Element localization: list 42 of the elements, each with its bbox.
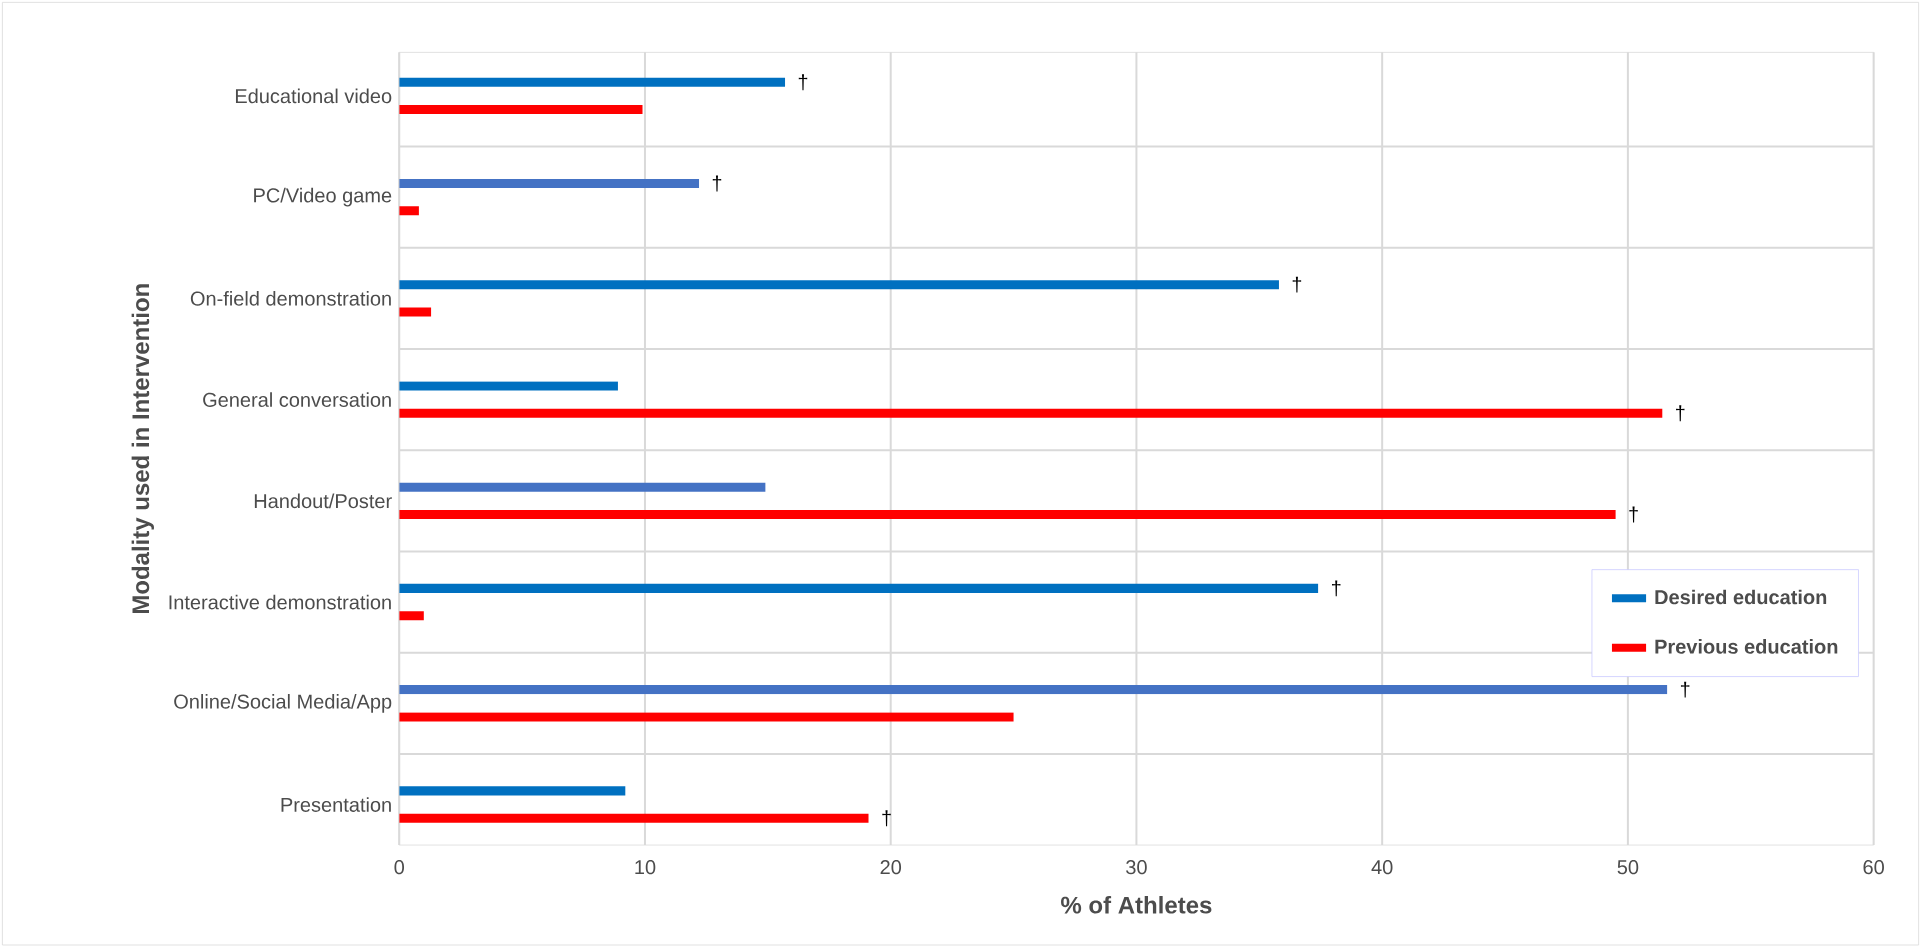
y-tick-label: Presentation bbox=[281, 797, 391, 812]
y-tick-label: General conversation bbox=[203, 392, 391, 407]
data-label: † bbox=[1629, 506, 1638, 523]
x-tick-label: 30 bbox=[1126, 859, 1147, 875]
bar bbox=[399, 509, 1616, 519]
y-tick-label: Interactive demonstration bbox=[169, 594, 391, 610]
x-tick-label: 0 bbox=[394, 859, 405, 875]
y-tick-label: On-field demonstration bbox=[190, 290, 391, 306]
legend-label: Desired education bbox=[1655, 589, 1827, 605]
bar bbox=[399, 482, 766, 492]
data-label: † bbox=[712, 175, 722, 192]
x-tick-label: 50 bbox=[1617, 859, 1639, 875]
y-tick-label: PC/Video game bbox=[254, 187, 392, 207]
x-tick-label: 60 bbox=[1863, 859, 1884, 875]
bar bbox=[399, 178, 700, 188]
bar bbox=[399, 712, 1014, 722]
data-label: † bbox=[1680, 681, 1690, 698]
bar bbox=[399, 206, 419, 216]
x-tick-label: 40 bbox=[1371, 859, 1393, 875]
data-label: † bbox=[1292, 276, 1302, 293]
legend-label: Previous education bbox=[1655, 638, 1838, 654]
x-tick-label: 20 bbox=[880, 859, 902, 875]
bar bbox=[399, 77, 786, 87]
x-axis-title: % of Athletes bbox=[1061, 895, 1212, 914]
bar bbox=[399, 786, 626, 796]
bar bbox=[399, 307, 432, 317]
bar bbox=[399, 684, 1668, 695]
y-tick-label: Educational video bbox=[235, 88, 392, 104]
data-label: † bbox=[798, 74, 808, 90]
bar bbox=[399, 408, 1663, 418]
y-tick-label: Online/Social Media/App bbox=[174, 693, 392, 713]
data-label: † bbox=[1676, 405, 1685, 421]
y-axis-title: Modality used in Intervention bbox=[131, 284, 154, 613]
data-label: † bbox=[1332, 580, 1341, 597]
bar bbox=[399, 611, 424, 621]
bar bbox=[399, 583, 1319, 593]
bar bbox=[399, 813, 869, 823]
data-label: † bbox=[882, 810, 891, 826]
bar bbox=[399, 279, 1279, 290]
y-tick-label: Handout/Poster bbox=[254, 493, 392, 508]
x-tick-label: 10 bbox=[635, 859, 656, 875]
bar bbox=[399, 104, 643, 114]
